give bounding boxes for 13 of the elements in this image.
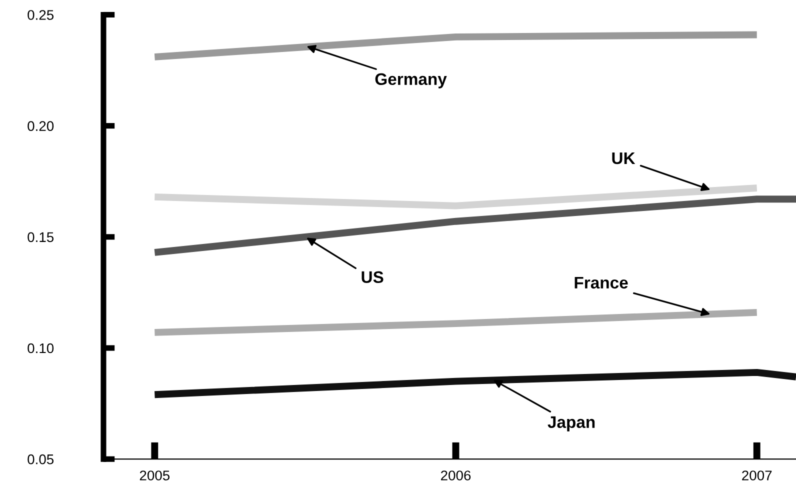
x-tick-label: 2007 — [742, 470, 772, 480]
y-tick-label: 0.20 — [28, 121, 54, 131]
y-tick-label: 0.25 — [28, 10, 54, 20]
annotation: Japan — [548, 416, 595, 432]
annotation: US — [362, 271, 384, 284]
x-tick-label: 2005 — [140, 470, 170, 480]
y-tick-label: 0.05 — [28, 454, 54, 464]
y-tick-label: 0.10 — [28, 343, 54, 354]
annotation: UK — [612, 152, 636, 164]
annotation: Germany — [375, 73, 447, 88]
x-tick-label: 2006 — [441, 470, 471, 480]
y-tick-label: 0.15 — [28, 232, 54, 242]
annotation: France — [574, 276, 628, 289]
